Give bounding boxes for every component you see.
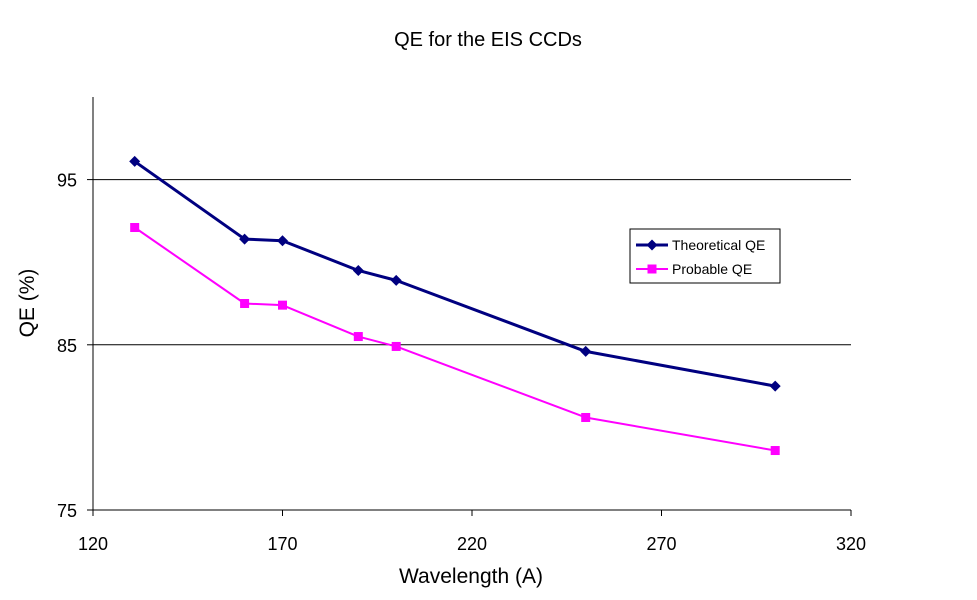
data-point [240,299,250,308]
legend: Theoretical QE Probable QE [629,228,781,284]
legend-swatch-marker [647,264,657,274]
data-point [769,380,781,392]
x-tick-label: 120 [78,534,108,554]
axes [92,97,851,511]
data-point [353,332,363,342]
y-tick-label: 75 [57,501,77,521]
data-point [352,264,364,276]
y-tick-label: 95 [57,171,77,191]
chart-title: QE for the EIS CCDs [394,29,582,51]
legend-label: Probable QE [672,261,752,277]
series [129,155,781,456]
tick-labels: 120 170 220 270 320 75 85 95 [57,171,866,554]
data-point [580,345,592,357]
data-point [278,300,287,310]
x-tick-label: 170 [267,534,297,554]
y-axis-title: QE (%) [16,269,39,338]
gridlines [93,179,851,346]
x-axis-title: Wavelength (A) [399,565,543,588]
data-point [239,233,251,245]
x-tick-label: 220 [457,534,487,554]
data-point [581,412,591,422]
data-point [770,446,780,456]
legend-entry: Theoretical QE [636,237,765,253]
data-point [130,223,140,233]
legend-swatch-marker [646,239,658,251]
y-tick-label: 85 [57,336,77,356]
data-point [129,155,141,167]
series-2 [130,223,780,456]
data-point [277,235,288,247]
legend-box [629,228,781,284]
x-tick-label: 270 [646,534,676,554]
data-point [391,341,401,351]
legend-entry: Probable QE [636,261,752,277]
x-tick-label: 320 [836,534,866,554]
data-point [390,274,402,286]
series-1 [129,155,781,392]
legend-label: Theoretical QE [672,237,765,253]
